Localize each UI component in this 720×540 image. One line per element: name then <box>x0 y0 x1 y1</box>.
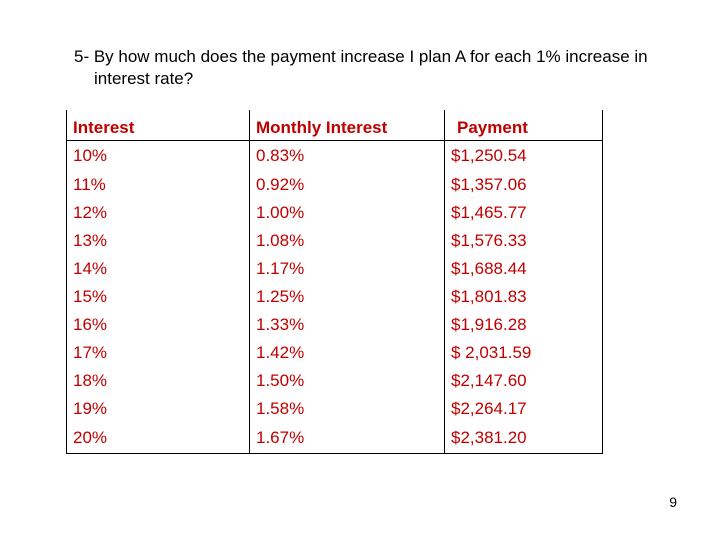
payment-cell: $2,381.20 <box>444 423 603 454</box>
payment-cell: $2,264.17 <box>444 395 603 423</box>
payment-cell: $1,916.28 <box>444 311 603 339</box>
monthly-interest-cell: 1.33% <box>249 311 445 339</box>
interest-cell: 13% <box>66 227 250 255</box>
payment-cell: $ 2,031.59 <box>444 339 603 367</box>
table-row: 16% 1.33% $1,916.28 <box>66 311 603 339</box>
table-row: 14% 1.17% $1,688.44 <box>66 255 603 283</box>
monthly-interest-cell: 1.17% <box>249 255 445 283</box>
monthly-interest-cell: 1.25% <box>249 283 445 311</box>
interest-cell: 16% <box>66 311 250 339</box>
question-line-2: interest rate? <box>94 69 194 88</box>
interest-cell: 11% <box>66 171 250 199</box>
monthly-interest-cell: 1.50% <box>249 367 445 395</box>
page-number: 9 <box>669 494 677 510</box>
interest-cell: 15% <box>66 283 250 311</box>
header-monthly-interest: Monthly Interest <box>249 110 445 141</box>
table-row: 10% 0.83% $1,250.54 <box>66 140 603 171</box>
payment-cell: $1,576.33 <box>444 227 603 255</box>
payment-cell: $1,688.44 <box>444 255 603 283</box>
monthly-interest-cell: 0.83% <box>249 140 445 171</box>
monthly-interest-cell: 1.08% <box>249 227 445 255</box>
monthly-interest-cell: 1.58% <box>249 395 445 423</box>
header-interest: Interest <box>66 110 250 141</box>
table-row: 13% 1.08% $1,576.33 <box>66 227 603 255</box>
interest-cell: 17% <box>66 339 250 367</box>
monthly-interest-cell: 1.67% <box>249 423 445 454</box>
interest-cell: 19% <box>66 395 250 423</box>
header-payment: Payment <box>444 110 603 141</box>
payment-cell: $1,357.06 <box>444 171 603 199</box>
payment-cell: $1,465.77 <box>444 199 603 227</box>
table-row: 18% 1.50% $2,147.60 <box>66 367 603 395</box>
table-row: 19% 1.58% $2,264.17 <box>66 395 603 423</box>
table-row: 15% 1.25% $1,801.83 <box>66 283 603 311</box>
payment-cell: $1,250.54 <box>444 140 603 171</box>
monthly-interest-cell: 1.42% <box>249 339 445 367</box>
table-header-row: Interest Monthly Interest Payment <box>66 110 603 141</box>
interest-cell: 14% <box>66 255 250 283</box>
monthly-interest-cell: 0.92% <box>249 171 445 199</box>
table-row: 11% 0.92% $1,357.06 <box>66 171 603 199</box>
interest-cell: 20% <box>66 423 250 454</box>
interest-cell: 18% <box>66 367 250 395</box>
payment-cell: $1,801.83 <box>444 283 603 311</box>
payment-cell: $2,147.60 <box>444 367 603 395</box>
interest-cell: 12% <box>66 199 250 227</box>
interest-cell: 10% <box>66 140 250 171</box>
monthly-interest-cell: 1.00% <box>249 199 445 227</box>
table-row: 17% 1.42% $ 2,031.59 <box>66 339 603 367</box>
question-line-1: 5- By how much does the payment increase… <box>74 47 648 66</box>
question-text: 5- By how much does the payment increase… <box>74 46 674 90</box>
table-row: 12% 1.00% $1,465.77 <box>66 199 603 227</box>
table-row: 20% 1.67% $2,381.20 <box>66 423 603 454</box>
payment-table: Interest Monthly Interest Payment 10% 0.… <box>66 110 603 454</box>
